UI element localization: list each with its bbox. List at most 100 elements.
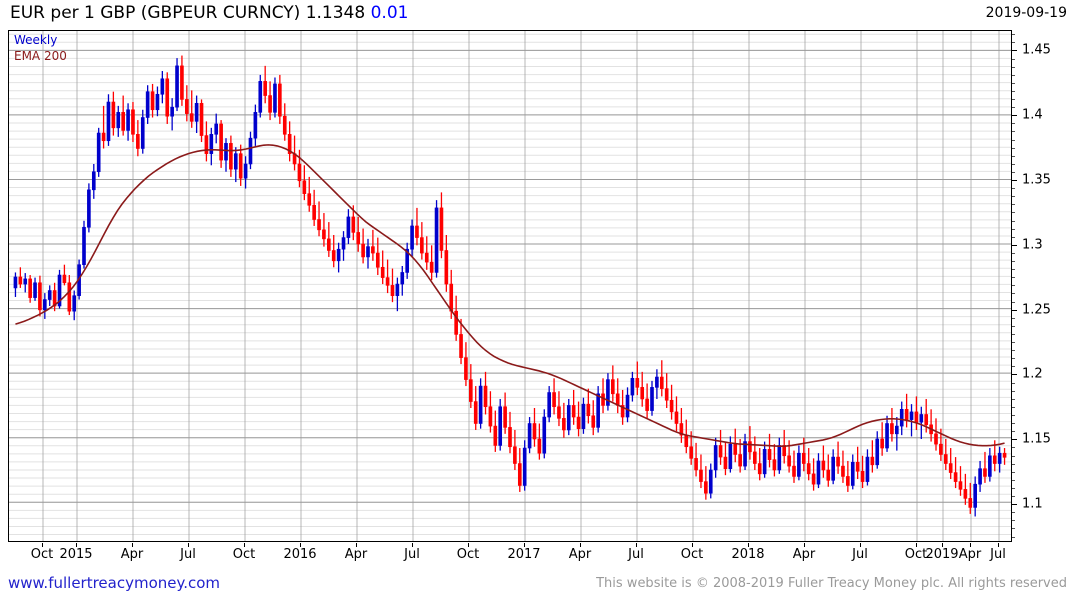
- y-axis-label: 1.35: [1022, 172, 1051, 188]
- y-axis-minor-tick: [1012, 520, 1015, 522]
- ema-200-line: [15, 144, 1005, 448]
- y-axis-minor-tick: [1012, 471, 1015, 473]
- y-axis-minor-tick: [1012, 398, 1015, 400]
- y-axis-minor-tick: [1012, 196, 1015, 198]
- x-axis-tick: [748, 543, 749, 547]
- y-axis-minor-tick: [1012, 188, 1015, 190]
- y-axis-minor-tick: [1012, 423, 1015, 425]
- x-axis-tick: [356, 543, 357, 547]
- y-axis: 1.45 1.4 1.35 1.3 1.25 1.2 1.15 1.1: [1012, 30, 1075, 542]
- y-axis-minor-tick: [1012, 415, 1015, 416]
- y-axis-minor-tick: [1012, 342, 1015, 344]
- x-axis-tick: [42, 543, 43, 547]
- y-axis-minor-tick: [1012, 147, 1015, 149]
- y-axis-minor-tick: [1012, 261, 1015, 263]
- y-axis-minor-tick: [1012, 406, 1015, 408]
- x-axis-tick: [76, 543, 77, 547]
- y-axis-minor-tick: [1012, 333, 1015, 335]
- y-axis-minor-tick: [1012, 252, 1015, 254]
- y-axis-label: 1.1: [1022, 496, 1043, 512]
- x-axis-label: Apr: [344, 547, 368, 562]
- y-axis-minor-tick: [1012, 155, 1015, 157]
- chart-title: EUR per 1 GBP (GBPEUR CURNCY) 1.1348 0.0…: [10, 3, 408, 23]
- y-axis-tick: [1012, 50, 1017, 52]
- price-change: 0.01: [370, 3, 409, 23]
- x-axis-label: 2016: [283, 547, 317, 562]
- x-axis-label: Jul: [990, 547, 1006, 562]
- y-axis-minor-tick: [1012, 58, 1015, 60]
- y-axis-minor-tick: [1012, 528, 1015, 530]
- candlestick-series: [13, 55, 1007, 517]
- x-axis-tick: [244, 543, 245, 547]
- x-axis-label: Jul: [404, 547, 420, 562]
- x-axis-label: Apr: [120, 547, 144, 562]
- y-axis-minor-tick: [1012, 512, 1015, 514]
- y-axis-minor-tick: [1012, 163, 1015, 165]
- x-axis-tick: [970, 543, 971, 547]
- x-axis-tick: [636, 543, 637, 547]
- y-axis-tick: [1012, 180, 1017, 182]
- y-axis-minor-tick: [1012, 447, 1015, 449]
- y-axis-minor-tick: [1012, 455, 1015, 457]
- y-axis-minor-tick: [1012, 358, 1015, 360]
- x-axis-label: Oct: [904, 547, 928, 562]
- x-axis-label: Oct: [232, 547, 256, 562]
- y-axis-minor-tick: [1012, 99, 1015, 101]
- y-axis-minor-tick: [1012, 431, 1015, 433]
- site-url[interactable]: www.fullertreacymoney.com: [8, 574, 221, 592]
- y-axis-tick: [1012, 439, 1017, 441]
- y-axis-tick: [1012, 374, 1017, 376]
- y-axis-label: 1.4: [1022, 107, 1043, 123]
- y-axis-minor-tick: [1012, 496, 1015, 497]
- legend-ema-overlay: EMA 200: [14, 49, 67, 63]
- x-axis-label: 2015: [59, 547, 93, 562]
- y-axis-minor-tick: [1012, 131, 1015, 133]
- x-axis-label: 2019: [925, 547, 959, 562]
- y-axis-tick: [1012, 504, 1017, 506]
- x-axis-tick: [412, 543, 413, 547]
- chart-footer: www.fullertreacymoney.com This website i…: [0, 570, 1075, 600]
- x-axis-tick: [998, 543, 999, 547]
- y-axis-tick: [1012, 309, 1017, 311]
- x-axis-label: Apr: [568, 547, 592, 562]
- y-axis-minor-tick: [1012, 277, 1015, 279]
- y-axis-minor-tick: [1012, 107, 1015, 109]
- y-axis-label: 1.15: [1022, 431, 1051, 447]
- y-axis-minor-tick: [1012, 366, 1015, 368]
- y-axis-label: 1.2: [1022, 366, 1043, 382]
- y-axis-minor-tick: [1012, 325, 1015, 327]
- y-axis-minor-tick: [1012, 269, 1015, 271]
- x-axis-label: 2018: [731, 547, 765, 562]
- x-axis-tick: [942, 543, 943, 547]
- y-axis-minor-tick: [1012, 236, 1015, 238]
- x-axis-label: Apr: [958, 547, 982, 562]
- y-axis-minor-tick: [1012, 382, 1015, 384]
- y-axis-tick: [1012, 115, 1017, 117]
- x-axis-tick: [804, 543, 805, 547]
- y-axis-minor-tick: [1012, 220, 1015, 222]
- x-axis-tick: [860, 543, 861, 547]
- x-axis-label: Apr: [792, 547, 816, 562]
- y-axis-label: 1.3: [1022, 237, 1043, 253]
- y-axis-minor-tick: [1012, 285, 1015, 287]
- y-axis-minor-tick: [1012, 350, 1015, 352]
- x-axis-tick: [580, 543, 581, 547]
- y-axis-minor-tick: [1012, 34, 1015, 36]
- y-axis-minor-tick: [1012, 123, 1015, 125]
- y-axis-minor-tick: [1012, 228, 1015, 230]
- y-axis-minor-tick: [1012, 212, 1015, 214]
- y-axis-minor-tick: [1012, 487, 1015, 489]
- x-axis-tick: [468, 543, 469, 547]
- x-axis-label: Jul: [628, 547, 644, 562]
- y-axis-minor-tick: [1012, 479, 1015, 481]
- x-axis-label: Jul: [852, 547, 868, 562]
- y-axis-tick: [1012, 244, 1017, 246]
- y-axis-minor-tick: [1012, 204, 1015, 206]
- legend-frequency: Weekly: [14, 33, 58, 47]
- y-axis-minor-tick: [1012, 317, 1015, 319]
- as-of-date: 2019-09-19: [985, 5, 1067, 21]
- x-axis-label: 2017: [507, 547, 541, 562]
- chart-plot-area[interactable]: Weekly EMA 200: [8, 30, 1012, 542]
- y-axis-minor-tick: [1012, 463, 1015, 465]
- x-axis-tick: [132, 543, 133, 547]
